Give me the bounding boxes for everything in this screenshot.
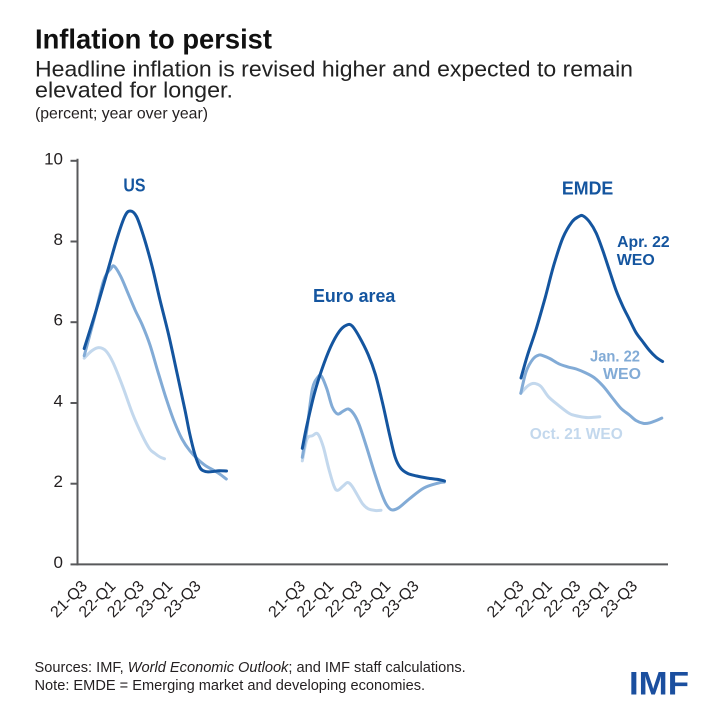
svg-text:WEO: WEO — [603, 366, 641, 383]
svg-text:2: 2 — [54, 472, 63, 491]
svg-text:Inflation to persist: Inflation to persist — [35, 23, 272, 54]
svg-text:(percent; year over year): (percent; year over year) — [35, 106, 208, 123]
svg-text:0: 0 — [54, 553, 63, 572]
svg-text:Headline inflation is revised: Headline inflation is revised higher and… — [35, 56, 633, 81]
svg-text:IMF: IMF — [629, 666, 689, 702]
svg-text:WEO: WEO — [617, 252, 655, 269]
svg-text:Euro area: Euro area — [313, 285, 396, 306]
svg-text:Jan. 22: Jan. 22 — [590, 349, 640, 366]
svg-text:Apr. 22: Apr. 22 — [617, 234, 670, 251]
svg-text:Sources: IMF, World Economic O: Sources: IMF, World Economic Outlook; an… — [35, 660, 466, 676]
svg-text:10: 10 — [44, 149, 63, 168]
svg-text:6: 6 — [54, 311, 63, 330]
svg-text:Note: EMDE = Emerging market a: Note: EMDE = Emerging market and develop… — [35, 678, 426, 694]
svg-text:elevated for longer.: elevated for longer. — [35, 78, 233, 103]
svg-text:EMDE: EMDE — [562, 178, 613, 199]
svg-text:4: 4 — [54, 392, 63, 411]
svg-text:8: 8 — [54, 230, 63, 249]
svg-text:Oct. 21 WEO: Oct. 21 WEO — [530, 426, 623, 443]
svg-text:US: US — [123, 175, 145, 196]
